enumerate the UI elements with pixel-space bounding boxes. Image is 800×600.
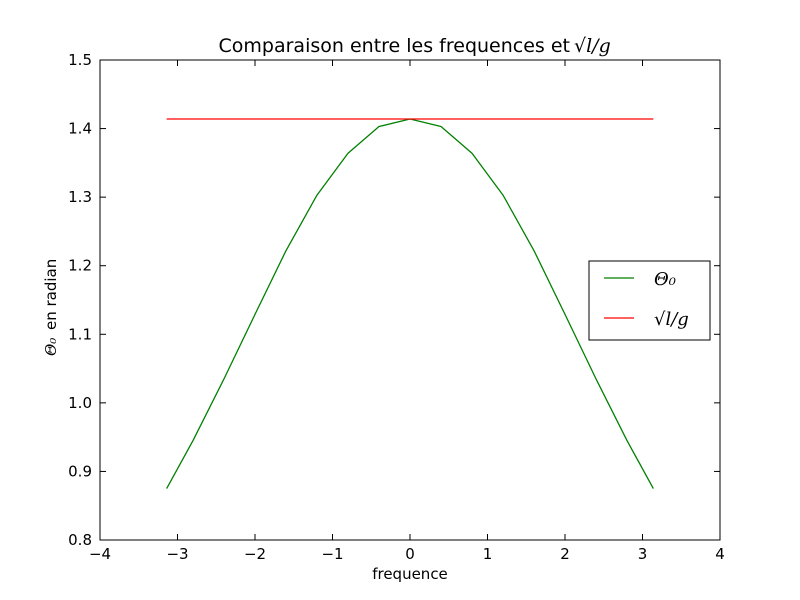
y-tick-label: 1.1 — [68, 325, 92, 343]
legend-box — [588, 260, 711, 341]
x-tick-label: 2 — [560, 545, 570, 563]
x-tick-label: 3 — [638, 545, 648, 563]
legend-label-sqrt: √l/g — [654, 309, 689, 330]
plot-area: −4 −3 −2 −1 0 1 2 3 4 0.8 0.9 1.0 1.1 1.2 1.3 1.4 1.5 — [68, 51, 725, 563]
x-tick-label: 0 — [405, 545, 415, 563]
x-tick-label: 1 — [483, 545, 493, 563]
series-line-theta — [166, 118, 654, 489]
chart-title-math: √l/g — [574, 35, 611, 57]
x-tick-label: 4 — [715, 545, 725, 563]
series-lines — [166, 118, 654, 489]
y-axis-label-text: en radian — [42, 259, 60, 330]
y-tick-label: 0.9 — [68, 462, 92, 480]
y-tick-label: 1.5 — [68, 51, 92, 69]
y-axis-label-math: Θ₀ — [42, 338, 60, 356]
y-tick-label: 1.2 — [68, 257, 92, 275]
legend: Θ₀ √l/g — [588, 260, 711, 341]
x-tick-label: −2 — [244, 545, 266, 563]
y-tick-label: 0.8 — [68, 531, 92, 549]
x-tick-label: −1 — [321, 545, 343, 563]
y-axis-label: Θ₀ en radian — [42, 259, 60, 356]
y-axis: 0.8 0.9 1.0 1.1 1.2 1.3 1.4 1.5 — [68, 51, 720, 549]
legend-label-theta: Θ₀ — [654, 269, 676, 290]
x-tick-label: −3 — [166, 545, 188, 563]
y-tick-label: 1.3 — [68, 188, 92, 206]
x-tick-label: −4 — [89, 545, 111, 563]
y-tick-label: 1.0 — [68, 394, 92, 412]
y-tick-label: 1.4 — [68, 120, 92, 138]
chart-title: Comparaison entre les frequences et — [219, 35, 570, 57]
x-axis: −4 −3 −2 −1 0 1 2 3 4 — [89, 60, 725, 563]
x-axis-label: frequence — [372, 565, 448, 583]
